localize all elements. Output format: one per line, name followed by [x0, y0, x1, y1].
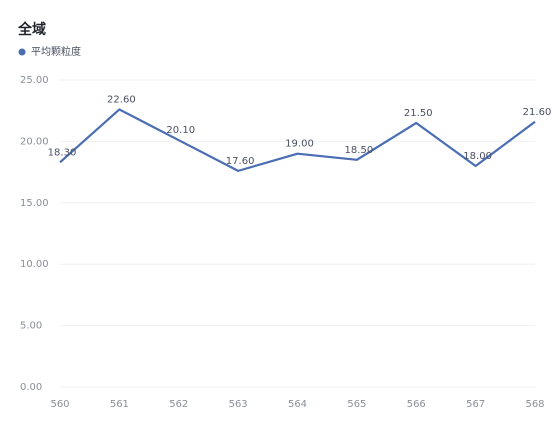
data-label: 19.00	[285, 139, 314, 150]
data-label: 20.10	[166, 125, 195, 136]
x-tick-label: 566	[407, 399, 426, 410]
data-label: 17.60	[226, 156, 255, 167]
x-tick-label: 565	[347, 399, 366, 410]
y-tick-label: 20.00	[20, 136, 49, 147]
y-tick-label: 15.00	[20, 198, 49, 209]
data-label: 18.00	[463, 151, 492, 162]
x-tick-label: 567	[466, 399, 485, 410]
x-tick-label: 564	[288, 399, 307, 410]
legend-label: 平均颗粒度	[31, 45, 81, 58]
data-label: 21.50	[404, 108, 433, 119]
data-label: 22.60	[107, 94, 136, 105]
data-label: 21.60	[523, 107, 552, 118]
x-tick-label: 560	[50, 399, 69, 410]
data-label: 18.50	[345, 145, 374, 156]
x-tick-label: 568	[525, 399, 544, 410]
data-label: 18.30	[48, 147, 77, 158]
chart-title: 全域	[17, 21, 46, 38]
line	[59, 108, 536, 172]
legend-marker	[18, 48, 26, 56]
y-tick-label: 5.00	[20, 321, 42, 332]
y-tick-label: 25.00	[20, 75, 49, 86]
x-tick-label: 561	[110, 399, 129, 410]
x-tick-label: 562	[169, 399, 188, 410]
y-tick-label: 0.00	[20, 382, 42, 393]
x-tick-label: 563	[229, 399, 248, 410]
y-tick-label: 10.00	[20, 259, 49, 270]
